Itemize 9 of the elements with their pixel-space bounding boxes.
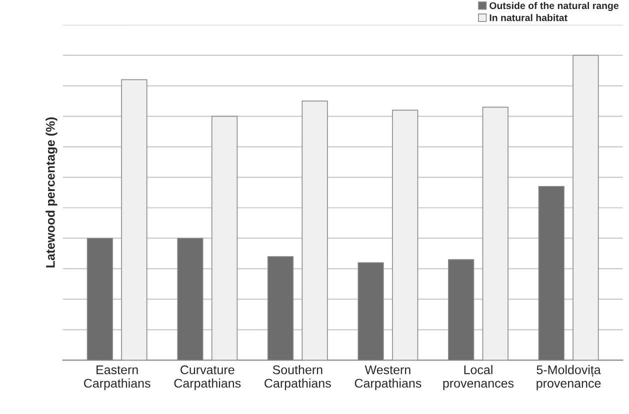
legend-label: Outside of the natural range	[490, 2, 618, 12]
x-tick-label: Southern Carpathians	[264, 365, 331, 390]
legend-label: In natural habitat	[490, 14, 568, 22]
x-tick-label: Curvature Carpathians	[174, 365, 241, 390]
x-tick-label: Eastern Carpathians	[84, 366, 150, 390]
x-tick-label: Western Carpathians	[354, 366, 422, 390]
y-axis-title: Latewood percentage (%)	[46, 117, 58, 268]
x-tick-label: Local provenances	[443, 365, 514, 390]
x-tick-label: 5-Moldovița provenance	[536, 365, 601, 390]
